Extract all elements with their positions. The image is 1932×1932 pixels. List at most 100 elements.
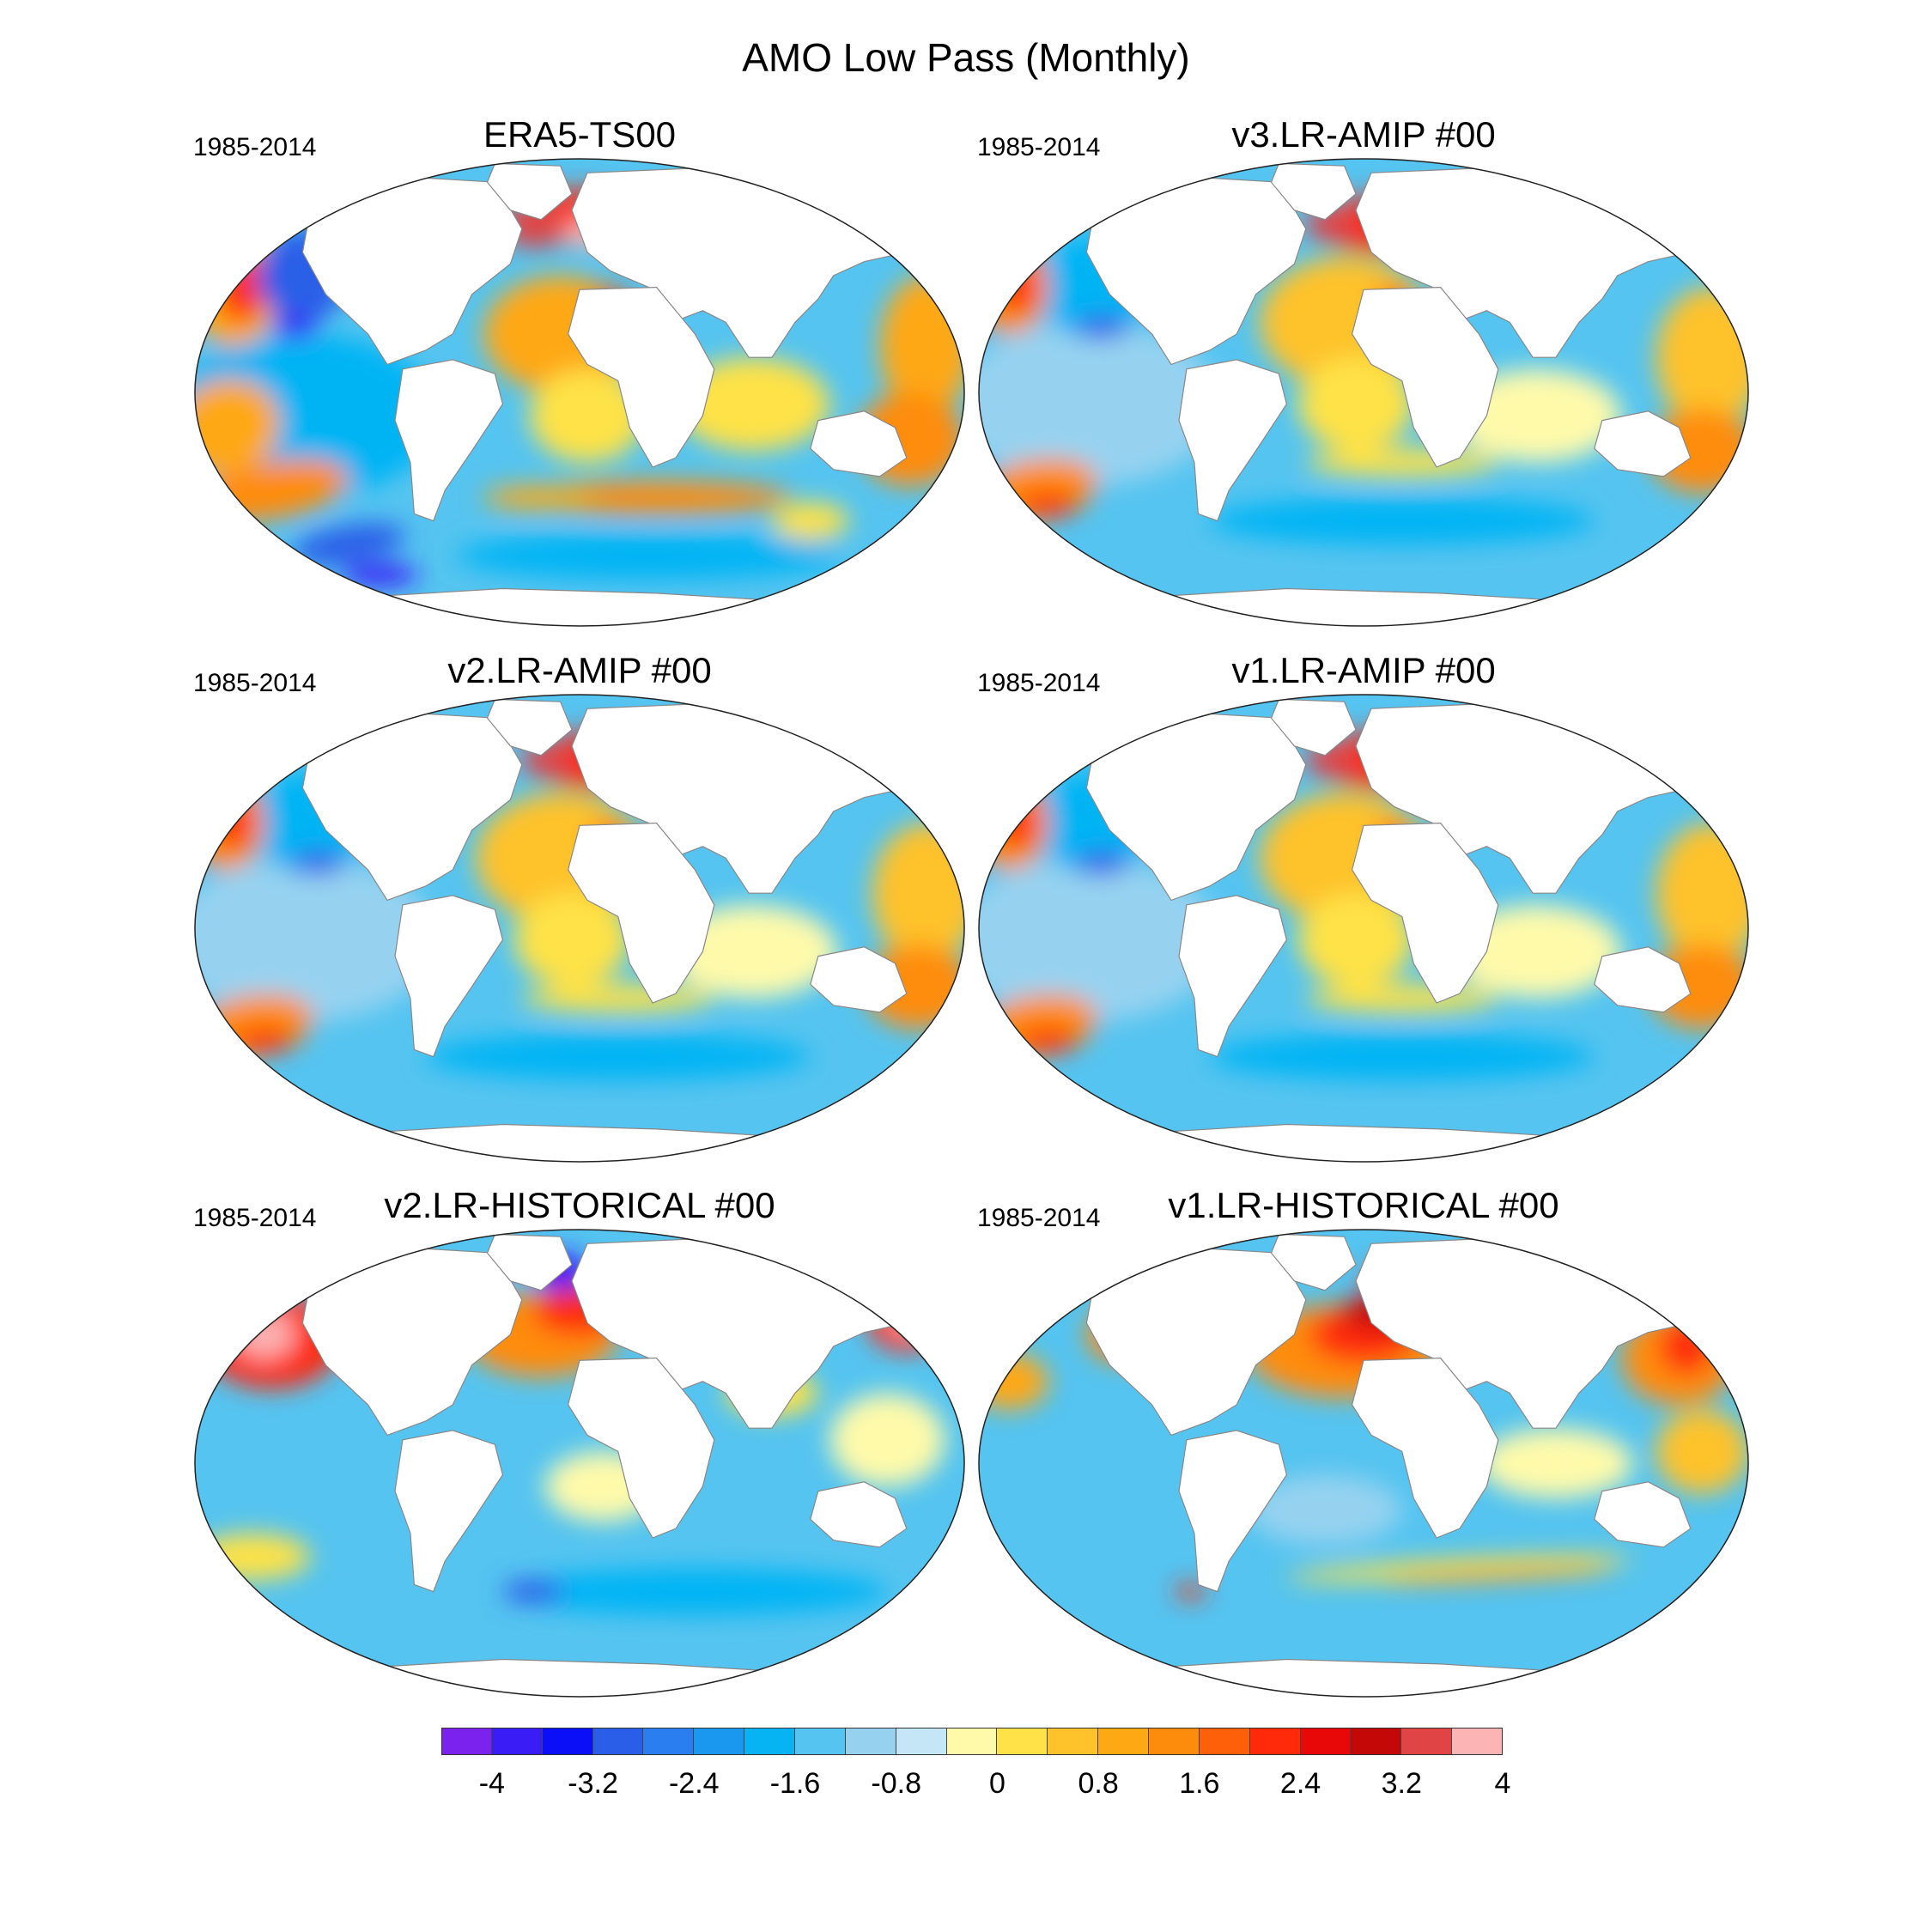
anomaly-patch xyxy=(1297,893,1414,987)
colorbar-tick-label: 3.2 xyxy=(1381,1767,1422,1800)
colorbar-box xyxy=(542,1728,593,1755)
anomaly-patch xyxy=(676,357,830,451)
land-australia xyxy=(810,946,908,1013)
panel-period: 1985-2014 xyxy=(193,133,317,161)
anomaly-patch xyxy=(483,485,599,509)
land-greenland xyxy=(486,162,573,221)
colorbar-box xyxy=(845,1728,896,1755)
anomaly-patch xyxy=(829,1393,945,1487)
anomaly-patch xyxy=(1305,448,1498,477)
anomaly-patch xyxy=(217,252,264,323)
map-panel-era5: ERA5-TS00 1985-2014 xyxy=(193,113,966,629)
anomaly-patch xyxy=(456,532,841,580)
land-africa xyxy=(1351,286,1499,468)
colorbar-box xyxy=(592,1728,644,1755)
anomaly-patch xyxy=(979,322,1222,486)
figure-title: AMO Low Pass (Monthly) xyxy=(742,35,1190,80)
panel-title: v2.LR-AMIP #00 xyxy=(447,650,712,690)
land-samer xyxy=(394,895,504,1058)
panel-period: 1985-2014 xyxy=(977,133,1101,161)
colorbar-tick-label: -3.2 xyxy=(568,1767,618,1800)
colorbar-tick-label: 0.8 xyxy=(1078,1767,1119,1800)
colorbar-tick-label: 4 xyxy=(1494,1767,1511,1800)
anomaly-patch xyxy=(1175,1584,1206,1599)
anomaly-patch xyxy=(1452,368,1622,463)
anomaly-patch xyxy=(1017,493,1079,517)
anomaly-patch xyxy=(1248,1474,1402,1546)
colorbar-box xyxy=(744,1728,795,1755)
panel-period: 1985-2014 xyxy=(193,669,317,697)
colorbar-box xyxy=(1300,1728,1352,1755)
anomaly-patch xyxy=(1297,357,1414,451)
colorbar-tick-label: 2.4 xyxy=(1279,1767,1321,1800)
panel-title: ERA5-TS00 xyxy=(483,114,677,155)
land-australia xyxy=(810,1481,908,1548)
map-border xyxy=(194,694,965,1163)
anomaly-patch xyxy=(1017,1029,1079,1053)
land-greenland xyxy=(1270,1233,1357,1291)
anomaly-patch xyxy=(668,904,838,999)
anomaly-patch xyxy=(521,984,714,1012)
map-v1-LR-AMIP xyxy=(978,694,1749,1163)
anomaly-patch xyxy=(195,858,438,1022)
colorbar-tick-label: -1.6 xyxy=(769,1767,821,1800)
anomaly-patch xyxy=(1305,984,1498,1012)
land-australia xyxy=(1594,410,1692,477)
anomaly-patch xyxy=(1452,904,1622,999)
land-samer xyxy=(1178,895,1288,1058)
colorbar-box xyxy=(491,1728,543,1755)
land-greenland xyxy=(486,1233,573,1291)
land-samer xyxy=(394,1430,504,1593)
panel-period: 1985-2014 xyxy=(193,1204,317,1232)
colorbar-tick-label: -4 xyxy=(478,1767,505,1800)
anomaly-patch xyxy=(998,799,1037,847)
land-africa xyxy=(1351,822,1499,1004)
anomaly-patch xyxy=(214,799,253,847)
anomaly-patch xyxy=(1286,1555,1633,1582)
colorbar-tick-label: -0.8 xyxy=(871,1767,921,1800)
anomaly-patch xyxy=(521,481,792,514)
colorbar-box xyxy=(997,1728,1048,1755)
map-v1-LR-HISTORICAL xyxy=(978,1229,1749,1698)
colorbar-box xyxy=(643,1728,695,1755)
land-africa xyxy=(567,1357,715,1539)
anomaly-patch xyxy=(772,501,849,540)
land-greenland xyxy=(1270,162,1357,221)
anomaly-patch xyxy=(1075,851,1129,875)
colorbar-box xyxy=(946,1728,998,1755)
panel-title: v1.LR-AMIP #00 xyxy=(1231,650,1496,690)
colorbar-box xyxy=(1351,1728,1402,1755)
colorbar-box xyxy=(1401,1728,1453,1755)
colorbar-box xyxy=(1199,1728,1250,1755)
anomaly-patch xyxy=(341,562,418,586)
colorbar: -4 -3.2 -2.4 -1.6 -0.8 0 0.8 1.6 2.4 3.2 4 xyxy=(441,1728,1510,1831)
colorbar-tick-label: 0 xyxy=(988,1767,1005,1800)
anomaly-patch xyxy=(1656,1409,1748,1494)
anomaly-patch xyxy=(425,1033,811,1080)
panel-title: v2.LR-HISTORICAL #00 xyxy=(384,1185,775,1225)
land-australia xyxy=(810,410,908,477)
panel-period: 1985-2014 xyxy=(977,1204,1101,1232)
land-samer xyxy=(394,359,504,522)
colorbar-box xyxy=(1249,1728,1301,1755)
map-border xyxy=(978,158,1749,627)
land-africa xyxy=(567,286,715,468)
anomaly-patch xyxy=(222,1299,261,1323)
map-panel-v3-amip: v3.LR-AMIP #00 1985-2014 xyxy=(977,113,1750,629)
map-border xyxy=(978,694,1749,1163)
anomaly-patch xyxy=(979,858,1222,1022)
panel-title: v3.LR-AMIP #00 xyxy=(1231,114,1496,155)
colorbar-box xyxy=(1048,1728,1099,1755)
anomaly-patch xyxy=(233,1029,295,1053)
map-panel-v1-historical: v1.LR-HISTORICAL #00 1985-2014 xyxy=(977,1184,1750,1699)
anomaly-patch xyxy=(195,1533,311,1580)
anomaly-patch xyxy=(513,893,630,987)
colorbar-frame xyxy=(441,1728,1503,1755)
map-v2-LR-HISTORICAL xyxy=(194,1229,965,1698)
land-samer xyxy=(1178,359,1288,522)
anomaly-patch xyxy=(1209,1033,1595,1080)
map-v2-LR-AMIP xyxy=(194,694,965,1163)
colorbar-box xyxy=(1098,1728,1149,1755)
land-greenland xyxy=(1270,698,1357,756)
